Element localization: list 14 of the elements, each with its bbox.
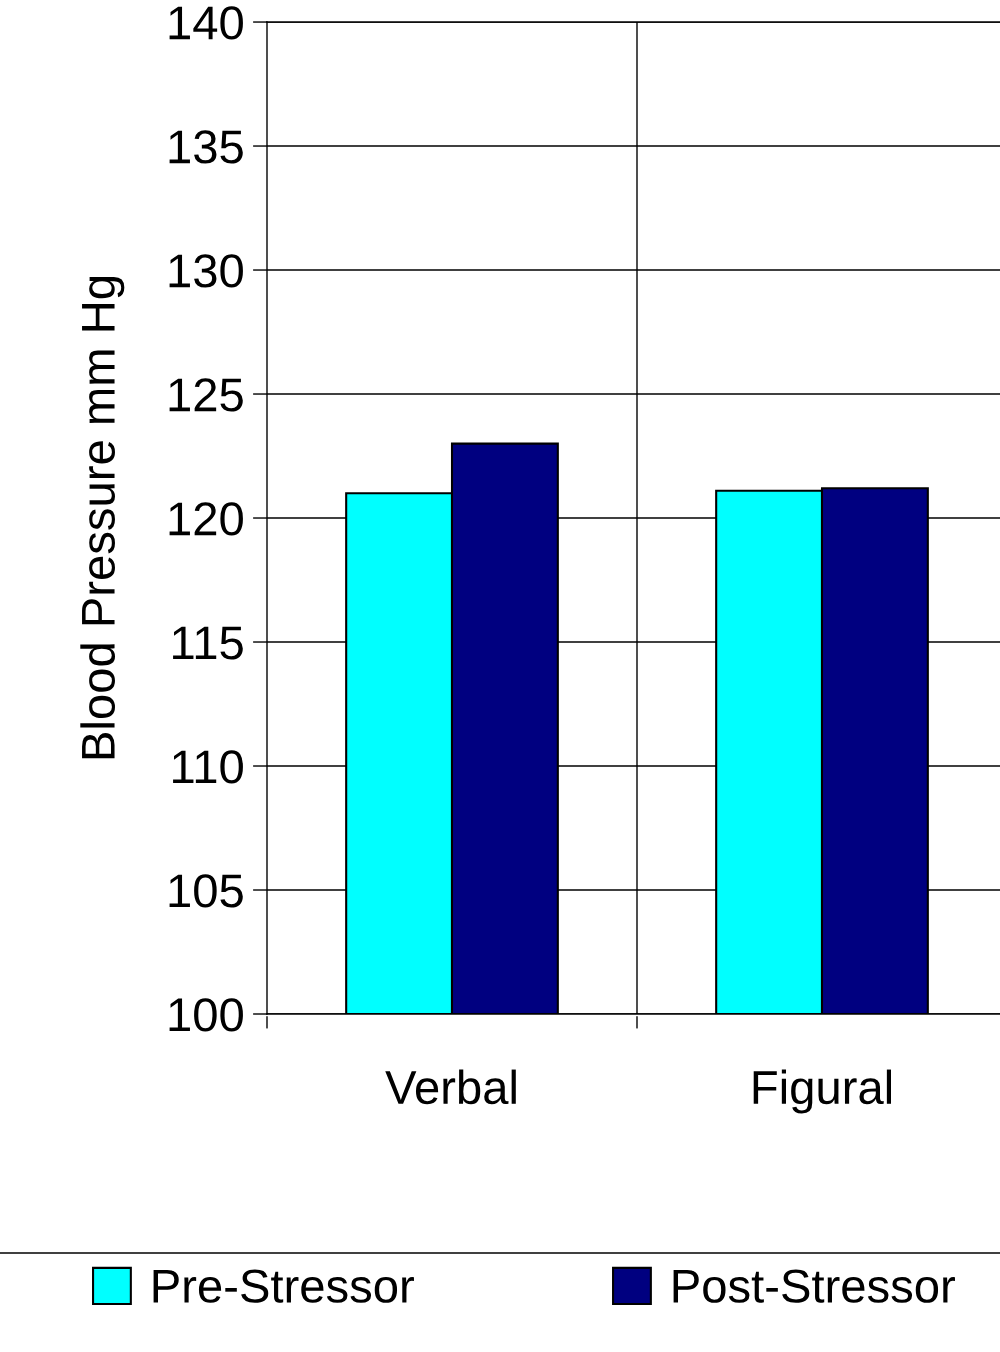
x-tick-label: Verbal — [385, 1069, 516, 1105]
y-tick-label: 110 — [173, 750, 243, 784]
legend-label: Pre-Stressor — [153, 1269, 414, 1303]
y-tick-label: 100 — [169, 998, 243, 1032]
y-tick-label: 105 — [169, 874, 243, 908]
y-tick-label: 115 — [173, 626, 243, 660]
y-tick-label: 135 — [169, 130, 243, 164]
legend-label: Post-Stressor — [673, 1269, 955, 1303]
x-tick-label: Figural — [753, 1069, 892, 1114]
y-tick-label: 120 — [169, 502, 243, 536]
y-tick-label: 130 — [169, 254, 243, 288]
y-tick-label: 125 — [169, 378, 243, 412]
y-axis-title: Blood Pressure mm Hg — [80, 276, 125, 759]
y-tick-label: 140 — [169, 6, 243, 40]
